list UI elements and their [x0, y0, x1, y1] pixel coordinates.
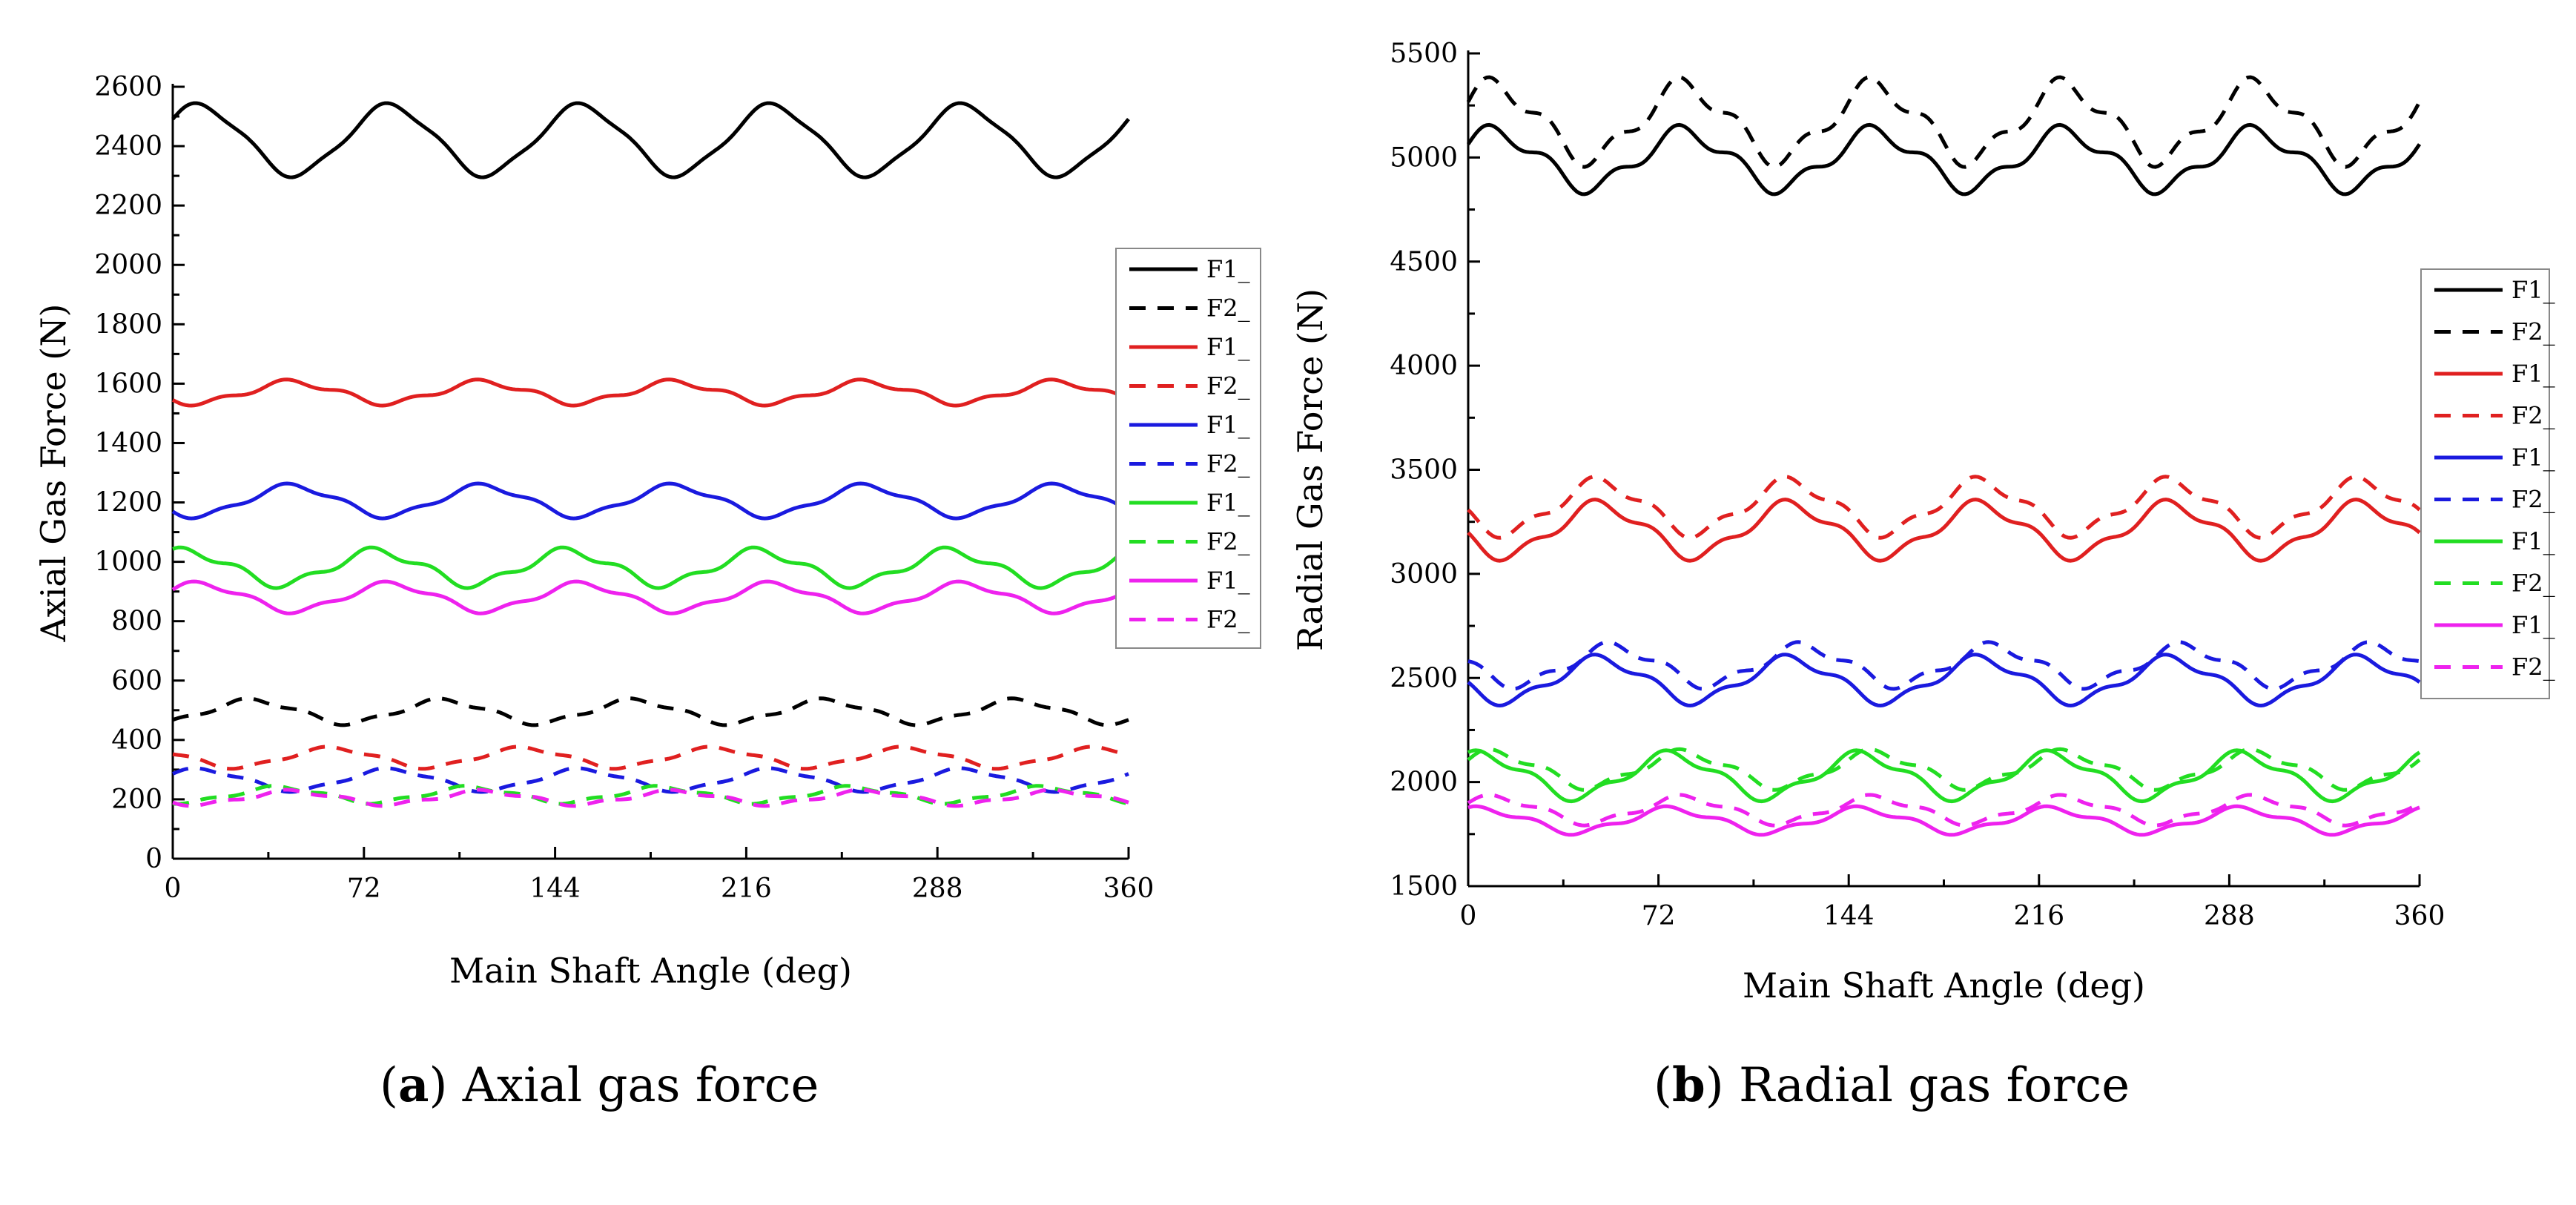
legend-entry-label: F1_ — [2511, 360, 2555, 388]
y-tick-label: 2500 — [1390, 663, 1458, 693]
series-line-3 — [1467, 498, 2421, 563]
x-tick-label: 360 — [1103, 874, 1155, 904]
legend: F1_ F2_ F1_ F2_ F1_ F2_ F1_ F2_ F1_ F2_ — [1115, 248, 1261, 649]
legend-entry-label: F2_ — [2511, 570, 2555, 598]
y-tick-label: 2000 — [1390, 767, 1458, 798]
legend-entry-label: F1_ — [1206, 333, 1250, 361]
x-tick-label: 216 — [721, 874, 772, 904]
series-line-7 — [1467, 748, 2421, 804]
series-line-6 — [1467, 640, 2420, 691]
y-axis-title: Radial Gas Force (N) — [1290, 288, 1330, 651]
series-line-7 — [172, 545, 1130, 590]
y-axis-title: Axial Gas Force (N) — [33, 304, 73, 643]
legend-entry-label: F2_ — [1206, 294, 1250, 323]
y-tick-label: 200 — [111, 785, 162, 815]
y-tick-label: 1000 — [94, 547, 162, 578]
series-line-5 — [171, 481, 1130, 521]
series-line-3 — [171, 377, 1130, 408]
legend-entry-label: F1_ — [2511, 611, 2555, 639]
x-tick-label: 72 — [347, 874, 381, 904]
y-tick-label: 5000 — [1390, 142, 1458, 173]
series-line-1 — [171, 101, 1130, 179]
x-tick-label: 0 — [165, 874, 182, 904]
x-tick-label: 144 — [529, 874, 581, 904]
chart-panel-b: 1500 2000 2500 3000 3500 4000 4500 5000 5500 0 72 1… — [1290, 39, 2555, 1113]
y-tick-label: 2200 — [94, 191, 162, 221]
legend-entry-label: F1_ — [2511, 527, 2555, 555]
legend-entry-label: F1_ — [1206, 255, 1250, 283]
x-tick-label: 72 — [1642, 901, 1676, 931]
y-tick-label: 1500 — [1390, 871, 1458, 902]
x-tick-label: 288 — [2204, 901, 2255, 931]
series-line-9 — [1467, 804, 2420, 837]
legend-entry-label: F2_ — [2511, 486, 2555, 514]
legend-entry-label: F2_ — [1206, 528, 1250, 556]
y-tick-label: 1200 — [94, 488, 162, 518]
series-line-5 — [1467, 653, 2421, 707]
x-tick-label: 144 — [1823, 901, 1875, 931]
series-line-4 — [172, 745, 1129, 771]
legend-entry-label: F1_ — [1206, 567, 1250, 595]
y-tick-label: 3000 — [1390, 559, 1458, 590]
y-tick-label: 2400 — [94, 131, 162, 162]
x-axis-title: Main Shaft Angle (deg) — [449, 951, 852, 991]
panel-caption: (b) Radial gas force — [1654, 1057, 2130, 1113]
series-line-10 — [172, 788, 1129, 808]
legend-entry-label: F2_ — [1206, 450, 1250, 478]
x-tick-label: 0 — [1460, 901, 1477, 931]
y-tick-label: 2600 — [94, 72, 162, 102]
legend-entry-label: F1_ — [2511, 276, 2555, 304]
legend-entry-label: F2_ — [2511, 402, 2555, 430]
legend-entry-label: F2_ — [2511, 653, 2555, 681]
x-tick-label: 216 — [2013, 901, 2064, 931]
series-line-1 — [1466, 122, 2422, 197]
legend-entry-label: F2_ — [2511, 318, 2555, 346]
y-tick-label: 4000 — [1390, 351, 1458, 381]
y-tick-label: 4500 — [1390, 247, 1458, 277]
series-line-6 — [172, 766, 1129, 794]
legend-entry-label: F2_ — [1206, 606, 1250, 634]
series-line-8 — [1467, 747, 2421, 792]
series-line-4 — [1467, 475, 2421, 540]
y-tick-label: 1600 — [94, 369, 162, 399]
y-tick-label: 3500 — [1390, 455, 1458, 486]
series-line-2 — [172, 696, 1129, 727]
legend-entry-label: F1_ — [1206, 489, 1250, 517]
panel-caption: (a) Axial gas force — [380, 1057, 819, 1113]
legend-entry-label: F1_ — [1206, 411, 1250, 439]
x-tick-label: 288 — [912, 874, 963, 904]
y-tick-label: 400 — [111, 725, 162, 756]
series-line-8 — [172, 784, 1129, 806]
legend: F1_ F2_ F1_ F2_ F1_ F2_ F1_ F2_ F1_ F2_ — [2420, 268, 2555, 699]
y-tick-label: 600 — [111, 666, 162, 696]
legend-entry-label: F1_ — [2511, 443, 2555, 472]
x-axis-title: Main Shaft Angle (deg) — [1743, 965, 2145, 1006]
y-tick-label: 800 — [111, 607, 162, 637]
y-tick-label: 5500 — [1390, 39, 1458, 69]
series-line-9 — [171, 579, 1130, 615]
y-tick-label: 1800 — [94, 309, 162, 340]
y-tick-label: 0 — [145, 844, 162, 874]
series-line-2 — [1466, 75, 2422, 169]
chart-panel-a: 0 200 400 600 800 1000 1200 1400 1600 1800 2000 220… — [33, 72, 1261, 1113]
y-tick-label: 1400 — [94, 428, 162, 458]
y-tick-label: 2000 — [94, 250, 162, 280]
x-tick-label: 360 — [2394, 901, 2445, 931]
legend-entry-label: F2_ — [1206, 372, 1250, 400]
